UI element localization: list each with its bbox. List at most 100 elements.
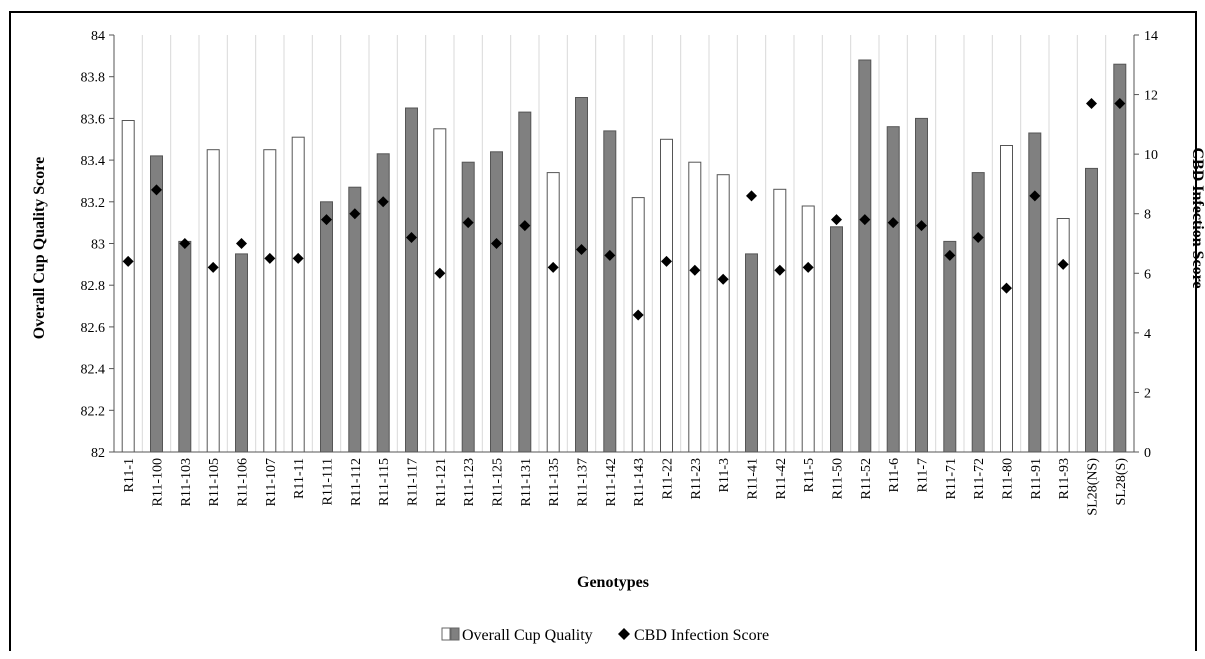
x-tick-label: R11-125 bbox=[491, 458, 506, 506]
x-tick-label: R11-100 bbox=[151, 458, 166, 506]
marker-r11-5 bbox=[802, 261, 814, 273]
bar-r11-111 bbox=[320, 201, 333, 453]
bar-r11-135 bbox=[546, 172, 560, 453]
legend-diamond-marker bbox=[618, 628, 630, 640]
bar-r11-71 bbox=[943, 240, 957, 453]
marker-r11-6 bbox=[887, 217, 899, 229]
marker-sl28-ns- bbox=[1086, 98, 1097, 110]
marker-r11-111 bbox=[321, 214, 332, 226]
y-tick-label-right: 4 bbox=[1144, 327, 1151, 342]
y-tick-label-left: 83.2 bbox=[81, 196, 106, 211]
marker-r11-112 bbox=[349, 208, 361, 220]
bar-r11-106 bbox=[235, 253, 248, 453]
y-tick-label-left: 82.6 bbox=[81, 321, 106, 336]
x-axis-title: Genotypes bbox=[577, 574, 649, 591]
x-tick-label: R11-80 bbox=[1001, 458, 1016, 499]
marker-series bbox=[122, 98, 1126, 321]
bar-r11-103 bbox=[178, 240, 192, 453]
marker-r11-106 bbox=[236, 238, 247, 249]
marker-r11-11 bbox=[292, 252, 304, 264]
left-y-tick-labels: 82 82.2 82.4 82.6 82.8 83 83.2 83.4 83.6 83.8 84 bbox=[81, 29, 114, 461]
y-tick-label-left: 83.4 bbox=[81, 154, 106, 169]
marker-r11-80 bbox=[1001, 282, 1012, 294]
marker-r11-22 bbox=[661, 255, 672, 267]
x-tick-label: R11-142 bbox=[604, 458, 619, 506]
x-tick-label: R11-107 bbox=[264, 458, 279, 506]
bar-r11-41 bbox=[745, 253, 758, 453]
y-tick-label-right: 14 bbox=[1144, 29, 1158, 44]
marker-r11-121 bbox=[434, 267, 446, 279]
marker-r11-100 bbox=[151, 184, 162, 196]
bar-r11-131 bbox=[518, 111, 532, 453]
bar-r11-5 bbox=[801, 205, 815, 453]
y-tick-label-right: 6 bbox=[1144, 267, 1151, 282]
bar-r11-22 bbox=[660, 138, 673, 453]
x-tick-label: R11-3 bbox=[717, 458, 732, 492]
y-tick-label-left: 83.6 bbox=[81, 112, 106, 127]
marker-r11-50 bbox=[831, 214, 842, 226]
x-tick-label: R11-111 bbox=[321, 458, 336, 505]
y-tick-label-right: 2 bbox=[1144, 386, 1151, 401]
x-tick-label: R11-1 bbox=[122, 458, 137, 492]
bar-r11-143 bbox=[631, 197, 645, 453]
bar-r11-121 bbox=[433, 128, 447, 453]
marker-r11-142 bbox=[604, 249, 616, 261]
legend-bar-swatch-white bbox=[441, 627, 451, 641]
bar-r11-142 bbox=[603, 130, 617, 453]
bar-r11-42 bbox=[773, 188, 787, 453]
x-tick-label: R11-115 bbox=[377, 458, 392, 506]
x-tick-label: R11-50 bbox=[831, 458, 846, 499]
bar-r11-7 bbox=[915, 117, 928, 453]
x-tick-label: R11-123 bbox=[462, 458, 477, 506]
marker-r11-103 bbox=[179, 238, 191, 249]
marker-r11-115 bbox=[377, 196, 389, 208]
bar-r11-72 bbox=[971, 172, 985, 453]
y-tick-label-left: 82 bbox=[91, 446, 105, 461]
bar-r11-107 bbox=[263, 149, 277, 453]
x-tick-label: R11-42 bbox=[774, 458, 789, 499]
y-axis-right-title: CBD Infection Score bbox=[1189, 147, 1205, 288]
bar-r11-6 bbox=[886, 126, 900, 453]
bar-r11-91 bbox=[1028, 132, 1042, 453]
y-tick-label-right: 8 bbox=[1144, 208, 1151, 223]
marker-r11-105 bbox=[207, 261, 219, 273]
x-tick-label: R11-105 bbox=[207, 458, 222, 506]
legend-bar-label: Overall Cup Quality bbox=[462, 627, 593, 644]
bar-r11-23 bbox=[688, 161, 702, 453]
y-tick-label-right: 12 bbox=[1144, 89, 1158, 104]
marker-sl28-s- bbox=[1114, 98, 1126, 110]
x-tick-label: R11-137 bbox=[576, 458, 591, 506]
bar-r11-117 bbox=[405, 107, 418, 453]
bar-sl28-s- bbox=[1113, 63, 1127, 453]
x-tick-label: R11-41 bbox=[746, 458, 761, 499]
y-tick-label-left: 83.8 bbox=[81, 71, 106, 86]
x-tick-label: R11-121 bbox=[434, 458, 449, 506]
x-tick-label: R11-52 bbox=[859, 458, 874, 499]
y-tick-label-right: 0 bbox=[1144, 446, 1151, 461]
x-tick-label: R11-71 bbox=[944, 458, 959, 499]
marker-r11-107 bbox=[264, 252, 276, 264]
marker-r11-71 bbox=[944, 249, 956, 261]
x-tick-label: R11-103 bbox=[179, 458, 194, 506]
marker-r11-3 bbox=[717, 273, 729, 285]
marker-r11-23 bbox=[689, 264, 701, 276]
legend-marker-label: CBD Infection Score bbox=[634, 627, 769, 644]
marker-r11-72 bbox=[972, 232, 984, 244]
marker-r11-1 bbox=[122, 255, 134, 267]
bar-series bbox=[121, 59, 1127, 453]
marker-r11-117 bbox=[406, 232, 417, 244]
bar-r11-50 bbox=[830, 226, 843, 453]
y-tick-label-left: 82.4 bbox=[81, 363, 106, 378]
bar-r11-11 bbox=[291, 136, 305, 453]
x-tick-labels: R11-1 R11-100 R11-103 R11-105 R11-106 R11-107… bbox=[122, 458, 1129, 516]
legend-bar-swatch-gray bbox=[450, 627, 460, 641]
bar-r11-137 bbox=[575, 97, 588, 453]
x-tick-label: R11-93 bbox=[1057, 458, 1072, 499]
marker-r11-41 bbox=[746, 190, 757, 202]
x-tick-label: R11-143 bbox=[632, 458, 647, 506]
marker-r11-91 bbox=[1029, 190, 1041, 202]
x-tick-label: R11-117 bbox=[406, 458, 421, 506]
x-tick-label: R11-72 bbox=[972, 458, 987, 499]
bar-sl28-ns- bbox=[1085, 167, 1098, 453]
x-tick-label: R11-11 bbox=[292, 458, 307, 499]
